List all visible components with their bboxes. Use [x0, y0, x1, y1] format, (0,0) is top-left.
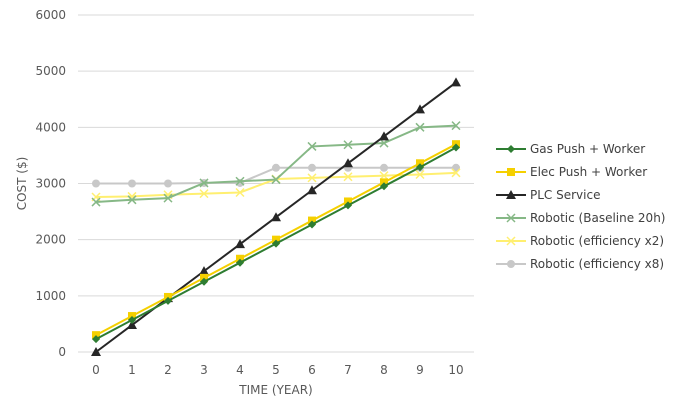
data-point: [308, 220, 316, 229]
data-point: [272, 239, 280, 248]
data-point: [451, 77, 461, 87]
legend-item: Robotic (efficiency x2): [496, 234, 664, 248]
data-point: [91, 347, 101, 356]
legend-item: Elec Push + Worker: [496, 165, 647, 179]
legend-item: Robotic (efficiency x8): [496, 257, 664, 271]
data-point: [415, 122, 425, 132]
x-tick-labels: 0 1 2 3 4 5 6 7 8 9 10: [92, 363, 463, 377]
data-point: [199, 189, 209, 199]
data-point: [127, 195, 137, 205]
y-tick-label: 1000: [35, 289, 66, 303]
data-point: [235, 239, 245, 249]
data-point: [416, 163, 424, 172]
data-point: [307, 173, 317, 183]
series-robotic-efficiency-x2: [91, 168, 461, 202]
x-tick-label: 5: [272, 363, 280, 377]
data-point: [163, 193, 173, 203]
legend-label: Robotic (Baseline 20h): [530, 211, 665, 225]
data-point: [271, 175, 281, 185]
data-point: [92, 335, 100, 344]
data-point: [380, 182, 388, 191]
data-point: [379, 138, 389, 148]
data-point: [380, 163, 388, 172]
legend-label: Elec Push + Worker: [530, 165, 647, 179]
legend-item: PLC Service: [496, 188, 600, 202]
data-point: [415, 104, 425, 114]
x-axis-title: TIME (YEAR): [238, 383, 312, 397]
y-tick-label: 2000: [35, 233, 66, 247]
data-point: [236, 258, 244, 267]
data-point: [451, 121, 461, 131]
legend-marker: [507, 145, 515, 153]
data-point: [127, 320, 137, 330]
series-gas-push-worker: [92, 143, 460, 344]
y-tick-label: 6000: [35, 8, 66, 22]
data-point: [308, 163, 316, 172]
y-tick-label: 5000: [35, 64, 66, 78]
x-tick-label: 0: [92, 363, 100, 377]
legend-item: Robotic (Baseline 20h): [496, 211, 665, 225]
data-point: [271, 212, 281, 222]
data-point: [199, 178, 209, 188]
data-point: [235, 176, 245, 186]
data-point: [235, 187, 245, 198]
legend-label: Robotic (efficiency x2): [530, 234, 664, 248]
series-plc-service: [91, 77, 461, 356]
legend-item: Gas Push + Worker: [496, 142, 645, 156]
legend: Gas Push + Worker Elec Push + Worker PLC S…: [496, 142, 665, 271]
legend-label: PLC Service: [530, 188, 600, 202]
legend-marker: [506, 190, 516, 199]
x-tick-label: 2: [164, 363, 172, 377]
x-tick-label: 10: [448, 363, 463, 377]
y-tick-label: 0: [58, 345, 66, 359]
x-tick-label: 7: [344, 363, 352, 377]
data-point: [200, 277, 208, 286]
data-point: [343, 158, 353, 168]
legend-marker: [507, 260, 515, 268]
x-tick-label: 9: [416, 363, 424, 377]
x-tick-label: 6: [308, 363, 316, 377]
data-point: [307, 185, 317, 195]
x-tick-label: 1: [128, 363, 136, 377]
y-axis-title: COST ($): [15, 157, 29, 211]
data-point: [415, 169, 425, 180]
data-point: [452, 143, 460, 152]
data-point: [92, 179, 100, 188]
data-point: [307, 141, 317, 151]
legend-label: Gas Push + Worker: [530, 142, 645, 156]
y-tick-label: 4000: [35, 120, 66, 134]
series-group: [91, 77, 461, 356]
legend-marker: [507, 168, 515, 176]
y-tick-label: 3000: [35, 177, 66, 191]
legend-marker: [506, 236, 516, 246]
x-tick-label: 4: [236, 363, 244, 377]
data-point: [91, 197, 101, 207]
y-tick-labels: 0 1000 2000 3000 4000 5000 6000: [35, 8, 66, 359]
data-point: [379, 171, 389, 181]
data-point: [128, 315, 136, 324]
legend-marker: [506, 213, 516, 223]
data-point: [164, 179, 172, 188]
data-point: [344, 201, 352, 210]
data-point: [343, 172, 353, 182]
data-point: [379, 131, 389, 141]
data-point: [199, 266, 209, 276]
data-point: [272, 163, 280, 172]
data-point: [128, 179, 136, 188]
data-point: [164, 296, 172, 305]
gridlines: [78, 14, 474, 297]
legend-label: Robotic (efficiency x8): [530, 257, 664, 271]
series-robotic-baseline-20h: [91, 121, 461, 207]
data-point: [451, 168, 461, 178]
x-tick-label: 3: [200, 363, 208, 377]
x-tick-label: 8: [380, 363, 388, 377]
data-point: [343, 140, 353, 150]
